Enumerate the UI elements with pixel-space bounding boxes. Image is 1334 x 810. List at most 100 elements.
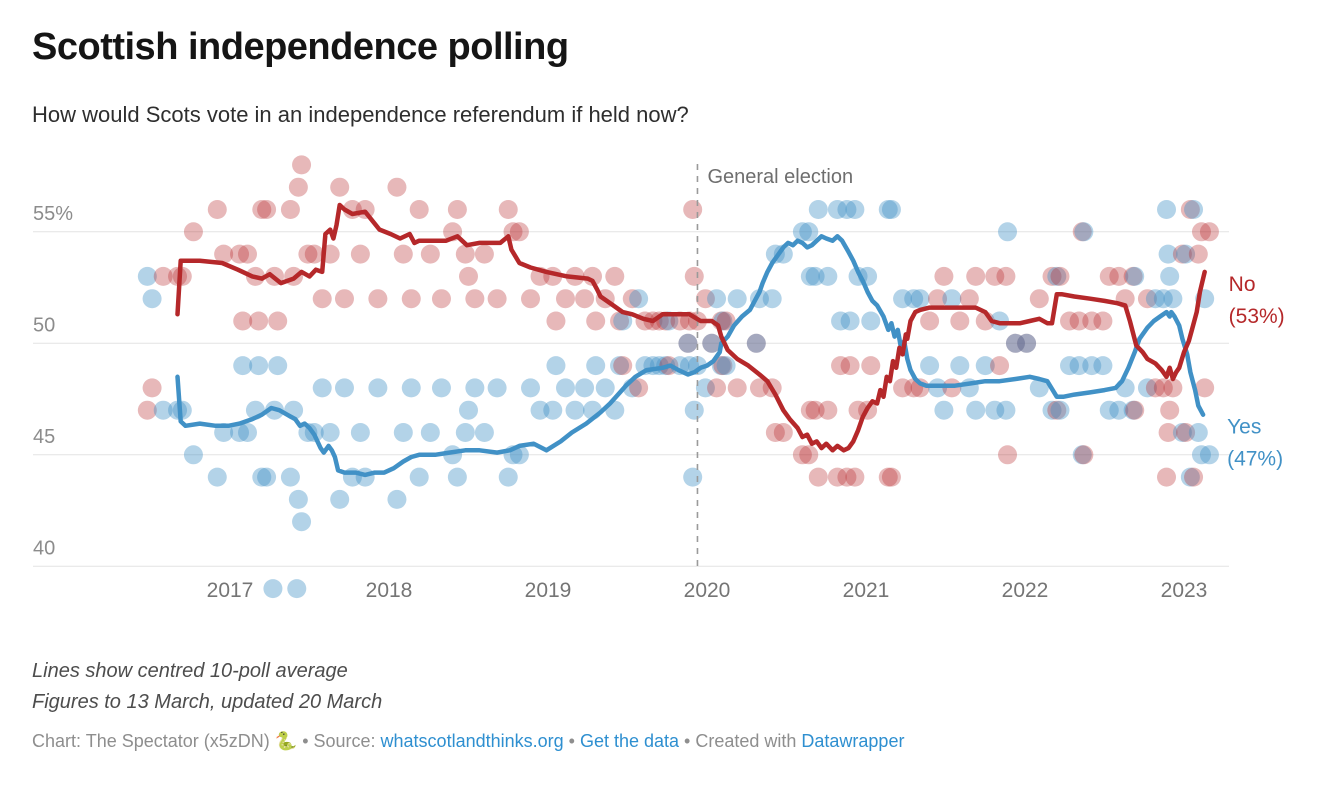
poll-dot-no [583,266,603,286]
poll-dot-yes [1082,356,1102,376]
poll-dot-yes [702,333,722,353]
poll-dot-yes [334,378,354,398]
poll-dot-no [1163,378,1183,398]
poll-dot-yes [409,467,429,487]
poll-dot-yes [975,356,995,376]
poll-dot-yes [1191,445,1211,465]
poll-dot-yes [586,356,606,376]
poll-dot-no [546,311,566,331]
poll-dot-no [678,333,698,353]
poll-dot-yes [521,378,541,398]
poll-dot-no [1074,445,1094,465]
poll-dot-yes [678,333,698,353]
poll-dot-no [249,311,269,331]
poll-dot-no [702,333,722,353]
datawrapper-link[interactable]: Datawrapper [801,731,905,751]
poll-dot-yes [904,289,924,309]
poll-dot-no [153,266,173,286]
poll-dot-yes [920,356,940,376]
poll-dot-no [1125,400,1145,420]
poll-dot-yes [1005,333,1025,353]
poll-dot-yes [1060,356,1080,376]
footnote-updated: Figures to 13 March, updated 20 March [32,691,383,713]
poll-dot-yes [695,378,715,398]
poll-dot-no [1199,222,1219,242]
poll-dot-no [455,244,475,264]
poll-dot-yes [881,200,901,219]
poll-dot-no [805,400,825,420]
poll-dot-no [831,356,851,376]
poll-dot-no [214,244,234,264]
poll-dot-yes [292,512,312,532]
attribution-chart-credit: Chart: The Spectator (x5zDN) [32,731,275,751]
y-axis-tick-label: 55% [33,203,73,225]
poll-dot-no [298,244,318,264]
poll-dot-no [509,222,529,242]
poll-dot-yes [207,467,227,487]
poll-dot-yes [183,445,203,465]
poll-dot-no [207,200,227,219]
attribution-source-label: • Source: [297,731,381,751]
poll-dot-no [881,467,901,487]
poll-dot-no [1005,333,1025,353]
y-axis-tick-label: 40 [33,537,55,559]
attribution-created-label: • Created with [679,731,802,751]
poll-dot-yes [1176,244,1196,264]
poll-dot-no [498,200,518,219]
poll-dot-yes [840,311,860,331]
poll-dot-yes [1072,445,1092,465]
poll-dot-no [521,289,541,309]
poll-dot-no [695,289,715,309]
poll-dot-no [799,445,819,465]
source-link[interactable]: whatscotlandthinks.org [380,731,564,751]
poll-dot-no [368,289,388,309]
poll-dot-no [1099,266,1119,286]
poll-dot-yes [1069,356,1089,376]
poll-dot-yes [1188,423,1208,442]
poll-dot-yes [137,266,157,286]
poll-dot-yes [575,378,595,398]
poll-dot-yes [230,423,250,442]
poll-dot-no [387,177,407,197]
poll-dot-yes [831,311,851,331]
poll-dot-no [1069,311,1089,331]
y-axis-tick-label: 45 [33,426,55,448]
poll-dot-yes [447,467,467,487]
poll-dot-no [1082,311,1102,331]
poll-dot-yes [707,289,727,309]
poll-dot-no [1191,222,1211,242]
poll-dot-no [1109,266,1129,286]
chart-subtitle: How would Scots vote in an independence … [32,102,689,127]
poll-dot-no [765,423,785,442]
poll-dot-no [252,200,272,219]
poll-dot-no [447,200,467,219]
poll-dot-yes [1137,378,1157,398]
get-the-data-link[interactable]: Get the data [579,731,680,751]
poll-dot-yes [288,489,308,509]
poll-dot-no [985,266,1005,286]
poll-dot-yes [474,423,494,442]
poll-dot-no [1180,200,1200,219]
poll-dot-no [707,378,727,398]
poll-dot-yes [727,289,747,309]
poll-dot-yes [401,378,421,398]
poll-dot-yes [565,400,585,420]
poll-dot-no [586,311,606,331]
poll-dot-no [990,356,1010,376]
poll-dot-yes [1158,244,1178,264]
poll-dot-yes [1180,467,1200,487]
poll-dot-yes [711,356,731,376]
poll-dot-yes [1017,333,1037,353]
poll-dot-no [474,244,494,264]
poll-dot-no [142,378,162,398]
poll-dot-no [629,378,649,398]
poll-dot-no [1137,289,1157,309]
poll-dot-yes [1042,400,1062,420]
poll-dot-yes [368,378,388,398]
poll-dot-no [800,400,820,420]
x-axis-tick-label: 2023 [1161,579,1208,602]
poll-dot-no [792,445,812,465]
poll-dot-no [683,200,703,219]
poll-dot-yes [683,467,703,487]
